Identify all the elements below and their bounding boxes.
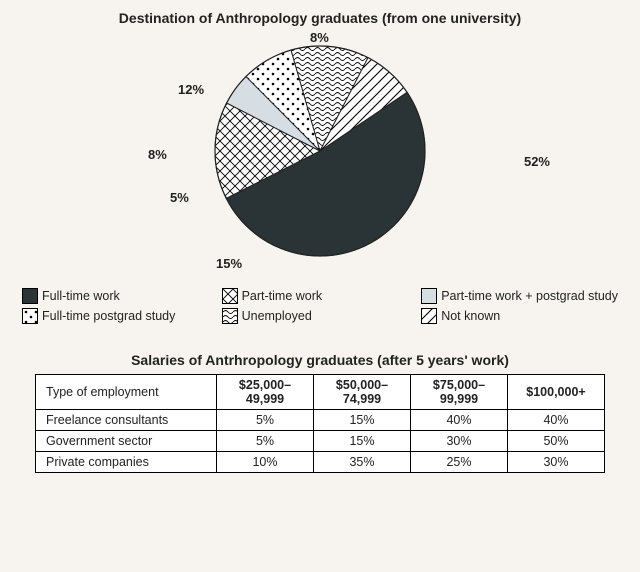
- legend-label: Part-time work: [242, 289, 323, 303]
- pie-label-pt_postgrad: 5%: [170, 190, 189, 205]
- table-cell: 25%: [411, 452, 508, 473]
- table-title: Salaries of Antrhropology graduates (aft…: [18, 352, 622, 368]
- table-cell: 40%: [411, 410, 508, 431]
- table-cell: 50%: [508, 431, 605, 452]
- table-row-label: Government sector: [36, 431, 217, 452]
- table-cell: 5%: [217, 431, 314, 452]
- legend-label: Full-time work: [42, 289, 120, 303]
- salary-table: Type of employment$25,000–49,999$50,000–…: [35, 374, 605, 473]
- legend-item-not_known: Not known: [421, 308, 618, 324]
- table-cell: 15%: [314, 431, 411, 452]
- table-header-col: $75,000–99,999: [411, 375, 508, 410]
- legend-label: Part-time work + postgrad study: [441, 289, 618, 303]
- table-cell: 15%: [314, 410, 411, 431]
- pie-label-unemployed: 12%: [178, 82, 204, 97]
- legend-item-ft_postgrad: Full-time postgrad study: [22, 308, 212, 324]
- table-cell: 35%: [314, 452, 411, 473]
- pie-chart-area: 52% 15% 5% 8% 12% 8%: [18, 26, 622, 286]
- table-cell: 5%: [217, 410, 314, 431]
- legend-item-pt_postgrad: Part-time work + postgrad study: [421, 288, 618, 304]
- legend-item-parttime_work: Part-time work: [222, 288, 412, 304]
- pie-chart: [205, 36, 435, 271]
- table-row-label: Freelance consultants: [36, 410, 217, 431]
- legend-item-unemployed: Unemployed: [222, 308, 412, 324]
- pie-label-not_known: 8%: [310, 30, 329, 45]
- table-cell: 30%: [508, 452, 605, 473]
- table-row: Freelance consultants5%15%40%40%: [36, 410, 605, 431]
- table-header-col: $50,000–74,999: [314, 375, 411, 410]
- table-header-col: $25,000–49,999: [217, 375, 314, 410]
- pie-label-fulltime_work: 52%: [524, 154, 550, 169]
- legend-item-fulltime_work: Full-time work: [22, 288, 212, 304]
- table-header-col: $100,000+: [508, 375, 605, 410]
- pie-title: Destination of Anthropology graduates (f…: [18, 10, 622, 26]
- table-cell: 30%: [411, 431, 508, 452]
- pie-label-ft_postgrad: 8%: [148, 147, 167, 162]
- table-cell: 40%: [508, 410, 605, 431]
- table-header-rowtype: Type of employment: [36, 375, 217, 410]
- pie-label-parttime_work: 15%: [216, 256, 242, 271]
- table-row-label: Private companies: [36, 452, 217, 473]
- table-cell: 10%: [217, 452, 314, 473]
- pie-legend: Full-time work Part-time work Part-time wo…: [18, 288, 622, 324]
- table-row: Government sector5%15%30%50%: [36, 431, 605, 452]
- table-row: Private companies10%35%25%30%: [36, 452, 605, 473]
- legend-label: Unemployed: [242, 309, 312, 323]
- legend-label: Not known: [441, 309, 500, 323]
- legend-label: Full-time postgrad study: [42, 309, 175, 323]
